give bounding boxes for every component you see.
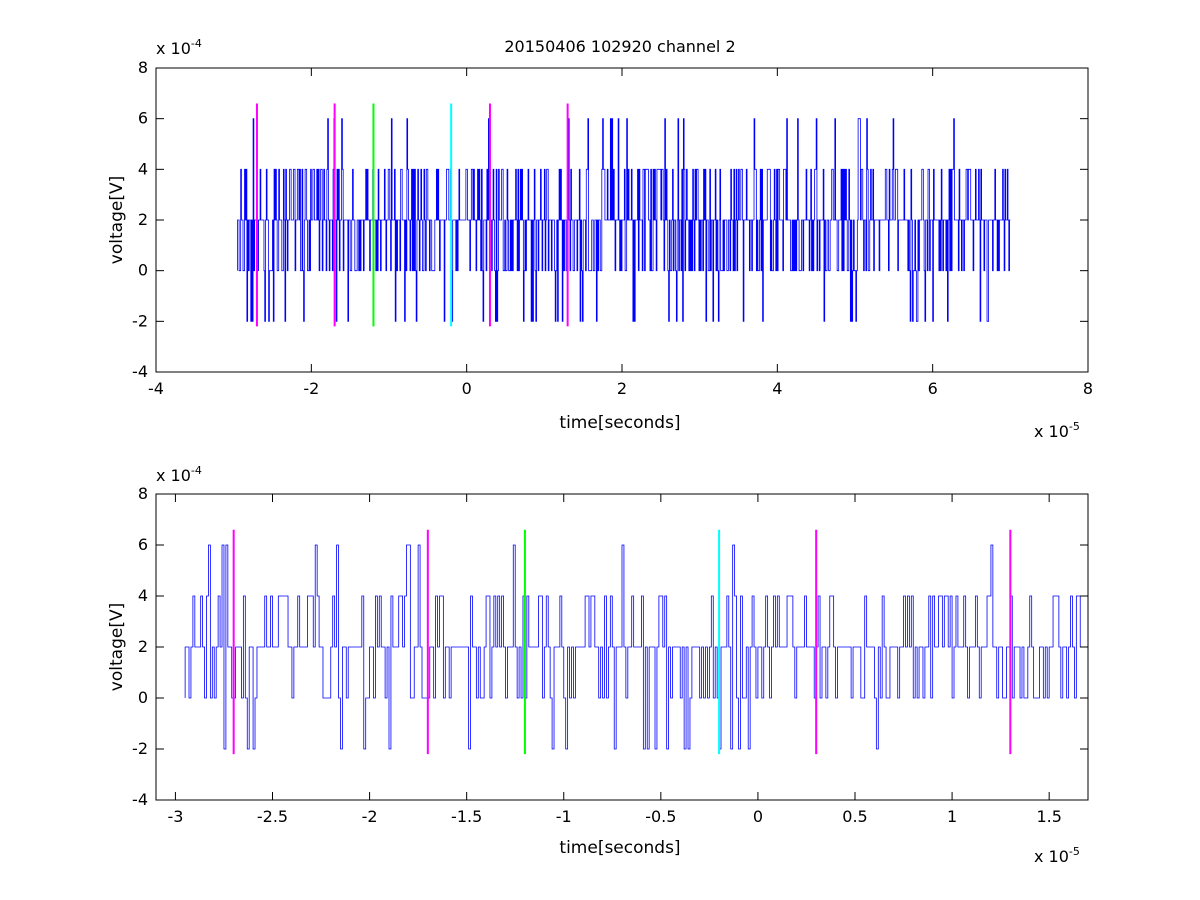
top-y-ticks: -4 -2 0 2 4 6 8 [132, 58, 1088, 381]
top-x-axis-label: time[seconds] [559, 413, 680, 433]
bottom-y-multiplier-exponent: -4 [191, 464, 202, 477]
x-tick-label: 2 [617, 379, 627, 398]
y-tick-label: 6 [138, 109, 148, 128]
bottom-x-axis-label: time[seconds] [559, 838, 680, 858]
y-tick-label: 0 [138, 688, 148, 707]
top-marker-layer [255, 103, 569, 327]
x-tick-label: -4 [148, 379, 164, 398]
x-tick-label: 0.5 [842, 807, 867, 826]
bottom-signal-layer [184, 544, 1088, 750]
x-tick-label: 1 [947, 807, 957, 826]
top-x-multiplier-exponent: -5 [1069, 420, 1080, 433]
bottom-marker-layer [232, 529, 1012, 755]
x-tick-label: -2 [362, 807, 378, 826]
x-tick-label: -1 [556, 807, 572, 826]
y-tick-label: -4 [132, 362, 148, 381]
y-tick-label: -2 [132, 739, 148, 758]
bottom-axes: -3 -2.5 -2 -1.5 -1 -0.5 0 0.5 1 1.5 -4 -2 0 2 4 6 8 tim… [107, 464, 1089, 866]
top-x-multiplier: x 10-5 [1034, 420, 1080, 441]
bottom-x-ticks: -3 -2.5 -2 -1.5 -1 -0.5 0 0.5 1 1.5 [167, 494, 1062, 826]
top-axes: 20150406 102920 channel 2 -4 -2 0 2 4 6 8 -4 -2… [107, 37, 1093, 441]
x-tick-label: 4 [772, 379, 782, 398]
signal-trace [184, 544, 1088, 750]
y-tick-label: 2 [138, 637, 148, 656]
x-tick-label: 0 [753, 807, 763, 826]
bottom-x-multiplier: x 10-5 [1034, 845, 1080, 866]
x-tick-label: -1.5 [451, 807, 482, 826]
bottom-y-ticks: -4 -2 0 2 4 6 8 [132, 484, 1088, 809]
y-tick-label: 0 [138, 261, 148, 280]
chart-title: 20150406 102920 channel 2 [504, 37, 735, 56]
top-x-ticks: -4 -2 0 2 4 6 8 [148, 68, 1093, 398]
bottom-y-axis-label: voltage[V] [107, 603, 127, 691]
x-tick-label: -2 [303, 379, 319, 398]
top-signal-layer [237, 118, 1011, 322]
bottom-x-multiplier-exponent: -5 [1069, 845, 1080, 858]
y-tick-label: 4 [138, 586, 148, 605]
y-tick-label: 2 [138, 210, 148, 229]
x-tick-label: 1.5 [1036, 807, 1061, 826]
y-tick-label: 6 [138, 535, 148, 554]
signal-trace [237, 118, 1011, 322]
x-tick-label: -2.5 [257, 807, 288, 826]
y-tick-label: -2 [132, 311, 148, 330]
x-tick-label: 0 [462, 379, 472, 398]
top-y-axis-label: voltage[V] [107, 176, 127, 264]
y-tick-label: 8 [138, 484, 148, 503]
x-tick-label: -0.5 [645, 807, 676, 826]
x-tick-label: 8 [1083, 379, 1093, 398]
y-tick-label: 8 [138, 58, 148, 77]
x-tick-label: 6 [928, 379, 938, 398]
x-tick-label: -3 [167, 807, 183, 826]
top-y-multiplier-exponent: -4 [191, 37, 202, 50]
bottom-y-multiplier: x 10-4 [156, 464, 202, 485]
top-y-multiplier: x 10-4 [156, 37, 202, 58]
y-tick-label: 4 [138, 159, 148, 178]
y-tick-label: -4 [132, 790, 148, 809]
